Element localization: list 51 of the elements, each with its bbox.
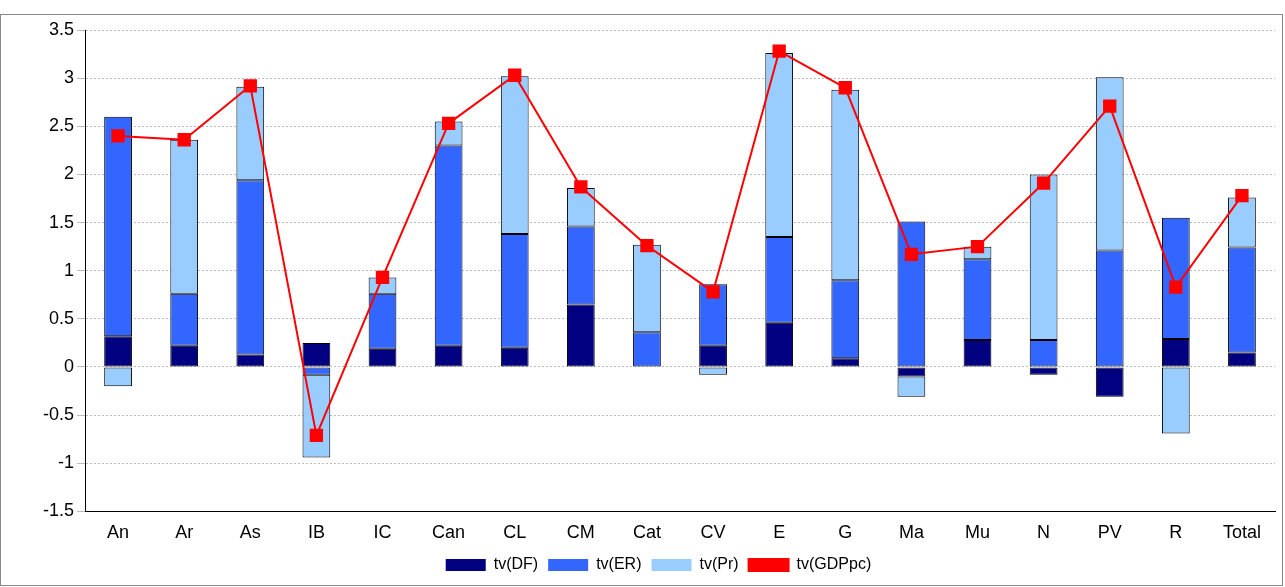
y-tick-label: 2.5 xyxy=(48,115,75,136)
x-tick-label: Ar xyxy=(175,522,194,543)
x-tick-label: An xyxy=(107,522,130,543)
x-tick-label: CV xyxy=(700,522,726,543)
y-tick-label: -1.5 xyxy=(42,500,75,521)
x-tick-label: CM xyxy=(566,522,595,543)
legend-label: tv(GDPpc) xyxy=(796,555,872,573)
x-tick-label: As xyxy=(239,522,261,543)
point xyxy=(375,270,390,285)
y-tick-label: 0.5 xyxy=(48,307,75,328)
point xyxy=(111,129,125,143)
y-tick-label: 2 xyxy=(64,163,75,184)
point xyxy=(706,285,720,299)
legend-label: tv(Pr) xyxy=(699,555,739,573)
point xyxy=(1169,280,1183,294)
x-tick-label: G xyxy=(838,522,853,543)
legend-label: tv(ER) xyxy=(596,555,642,573)
x-tick-label: Mu xyxy=(965,522,991,543)
y-tick-label: -0.5 xyxy=(42,404,75,425)
point xyxy=(441,116,456,131)
x-tick-label: N xyxy=(1037,522,1051,543)
point xyxy=(838,81,852,95)
y-tick-label: 1.5 xyxy=(48,211,75,232)
legend-label: tv(DF) xyxy=(493,555,539,573)
y-tick-label: 1 xyxy=(64,259,75,280)
x-tick-label: E xyxy=(773,522,786,543)
point xyxy=(970,239,985,254)
x-tick-label: IC xyxy=(373,522,392,543)
x-tick-label: Total xyxy=(1222,522,1261,543)
point xyxy=(574,180,588,194)
x-tick-label: PV xyxy=(1097,522,1122,543)
x-tick-label: Can xyxy=(432,522,466,543)
y-tick-label: -1 xyxy=(58,452,75,473)
point xyxy=(1036,176,1051,190)
y-tick-label: 3 xyxy=(64,67,75,88)
point xyxy=(309,428,324,442)
point xyxy=(1103,99,1117,113)
point xyxy=(508,68,522,82)
point xyxy=(772,44,786,58)
point xyxy=(243,79,257,93)
y-tick-label: 3.5 xyxy=(48,18,75,39)
x-tick-label: R xyxy=(1169,522,1183,543)
point xyxy=(904,247,919,261)
x-tick-label: CL xyxy=(503,522,527,543)
point xyxy=(1235,188,1249,203)
point xyxy=(177,133,191,147)
x-tick-label: Cat xyxy=(632,522,661,543)
x-tick-label: IB xyxy=(307,522,325,543)
point xyxy=(640,239,654,253)
y-tick-label: 0 xyxy=(64,355,75,376)
x-tick-label: Ma xyxy=(898,522,925,543)
